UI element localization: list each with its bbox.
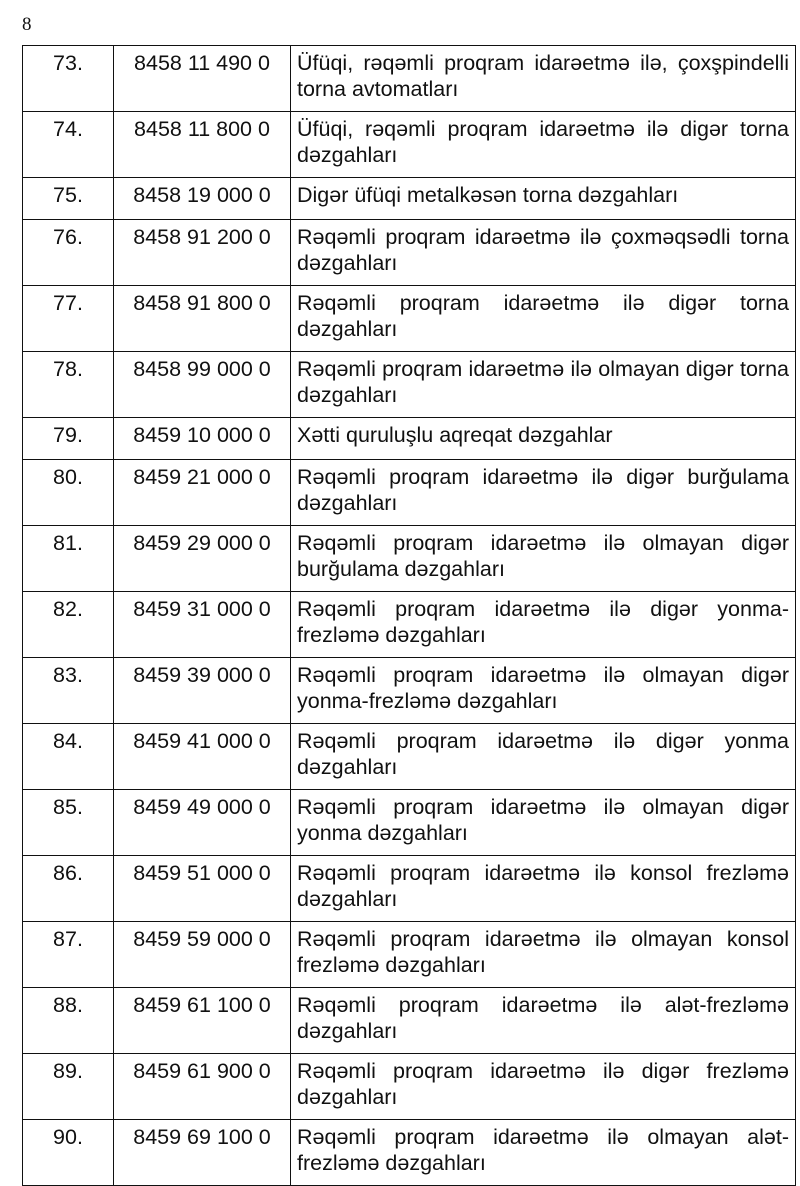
row-number: 87. [22, 921, 114, 988]
tariff-code-table: 73. 8458 11 490 0 Üfüqi, rəqəmli proqram i… [22, 45, 796, 1186]
row-number: 88. [22, 987, 114, 1054]
table-row: 84. 8459 41 000 0 Rəqəmli proqram idarəetm… [22, 723, 796, 790]
description: Rəqəmli proqram idarəetmə ilə çoxməqsədl… [290, 219, 796, 286]
table-row: 81. 8459 29 000 0 Rəqəmli proqram idarəetm… [22, 525, 796, 592]
table-row: 85. 8459 49 000 0 Rəqəmli proqram idarəetm… [22, 789, 796, 856]
commodity-code: 8459 69 100 0 [113, 1119, 291, 1186]
row-number: 82. [22, 591, 114, 658]
table-row: 87. 8459 59 000 0 Rəqəmli proqram idarəetm… [22, 921, 796, 988]
table-row: 74. 8458 11 800 0 Üfüqi, rəqəmli proqram i… [22, 111, 796, 178]
table-row: 88. 8459 61 100 0 Rəqəmli proqram idarəetm… [22, 987, 796, 1054]
commodity-code: 8458 11 490 0 [113, 45, 291, 112]
row-number: 73. [22, 45, 114, 112]
description: Rəqəmli proqram idarəetmə ilə olmayan al… [290, 1119, 796, 1186]
commodity-code: 8459 41 000 0 [113, 723, 291, 790]
row-number: 78. [22, 351, 114, 418]
description: Rəqəmli proqram idarəetmə ilə olmayan ko… [290, 921, 796, 988]
commodity-code: 8459 31 000 0 [113, 591, 291, 658]
row-number: 75. [22, 177, 114, 220]
commodity-code: 8459 10 000 0 [113, 417, 291, 460]
commodity-code: 8459 39 000 0 [113, 657, 291, 724]
table-row: 77. 8458 91 800 0 Rəqəmli proqram idarəetm… [22, 285, 796, 352]
description: Rəqəmli proqram idarəetmə ilə digər yonm… [290, 723, 796, 790]
commodity-code: 8459 61 100 0 [113, 987, 291, 1054]
description: Xətti quruluşlu aqreqat dəzgahlar [290, 417, 796, 460]
row-number: 89. [22, 1053, 114, 1120]
description: Digər üfüqi metalkəsən torna dəzgahları [290, 177, 796, 220]
row-number: 85. [22, 789, 114, 856]
commodity-code: 8458 91 800 0 [113, 285, 291, 352]
description: Rəqəmli proqram idarəetmə ilə alət-frezl… [290, 987, 796, 1054]
table-row: 83. 8459 39 000 0 Rəqəmli proqram idarəetm… [22, 657, 796, 724]
row-number: 81. [22, 525, 114, 592]
table-row: 90. 8459 69 100 0 Rəqəmli proqram idarəetm… [22, 1119, 796, 1186]
table-row: 79. 8459 10 000 0 Xətti quruluşlu aqreqat … [22, 417, 796, 460]
description: Rəqəmli proqram idarəetmə ilə digər burğ… [290, 459, 796, 526]
table-row: 75. 8458 19 000 0 Digər üfüqi metalkəsən t… [22, 177, 796, 220]
row-number: 90. [22, 1119, 114, 1186]
commodity-code: 8459 61 900 0 [113, 1053, 291, 1120]
row-number: 80. [22, 459, 114, 526]
description: Rəqəmli proqram idarəetmə ilə olmayan di… [290, 789, 796, 856]
row-number: 83. [22, 657, 114, 724]
row-number: 77. [22, 285, 114, 352]
description: Rəqəmli proqram idarəetmə ilə konsol fre… [290, 855, 796, 922]
commodity-code: 8458 91 200 0 [113, 219, 291, 286]
table-row: 80. 8459 21 000 0 Rəqəmli proqram idarəetm… [22, 459, 796, 526]
description: Rəqəmli proqram idarəetmə ilə olmayan di… [290, 657, 796, 724]
row-number: 86. [22, 855, 114, 922]
page-number: 8 [22, 14, 32, 35]
commodity-code: 8458 11 800 0 [113, 111, 291, 178]
table-row: 78. 8458 99 000 0 Rəqəmli proqram idarəetm… [22, 351, 796, 418]
commodity-code: 8459 21 000 0 [113, 459, 291, 526]
description: Rəqəmli proqram idarəetmə ilə digər yonm… [290, 591, 796, 658]
row-number: 74. [22, 111, 114, 178]
table-row: 82. 8459 31 000 0 Rəqəmli proqram idarəetm… [22, 591, 796, 658]
commodity-code: 8458 19 000 0 [113, 177, 291, 220]
description: Rəqəmli proqram idarəetmə ilə digər frez… [290, 1053, 796, 1120]
commodity-code: 8458 99 000 0 [113, 351, 291, 418]
table-row: 76. 8458 91 200 0 Rəqəmli proqram idarəetm… [22, 219, 796, 286]
description: Üfüqi, rəqəmli proqram idarəetmə ilə dig… [290, 111, 796, 178]
commodity-code: 8459 49 000 0 [113, 789, 291, 856]
row-number: 84. [22, 723, 114, 790]
table-row: 73. 8458 11 490 0 Üfüqi, rəqəmli proqram i… [22, 45, 796, 112]
description: Rəqəmli proqram idarəetmə ilə olmayan di… [290, 351, 796, 418]
table-row: 89. 8459 61 900 0 Rəqəmli proqram idarəetm… [22, 1053, 796, 1120]
commodity-code: 8459 51 000 0 [113, 855, 291, 922]
row-number: 79. [22, 417, 114, 460]
description: Rəqəmli proqram idarəetmə ilə digər torn… [290, 285, 796, 352]
description: Rəqəmli proqram idarəetmə ilə olmayan di… [290, 525, 796, 592]
commodity-code: 8459 59 000 0 [113, 921, 291, 988]
table-row: 86. 8459 51 000 0 Rəqəmli proqram idarəetm… [22, 855, 796, 922]
commodity-code: 8459 29 000 0 [113, 525, 291, 592]
row-number: 76. [22, 219, 114, 286]
description: Üfüqi, rəqəmli proqram idarəetmə ilə, ço… [290, 45, 796, 112]
